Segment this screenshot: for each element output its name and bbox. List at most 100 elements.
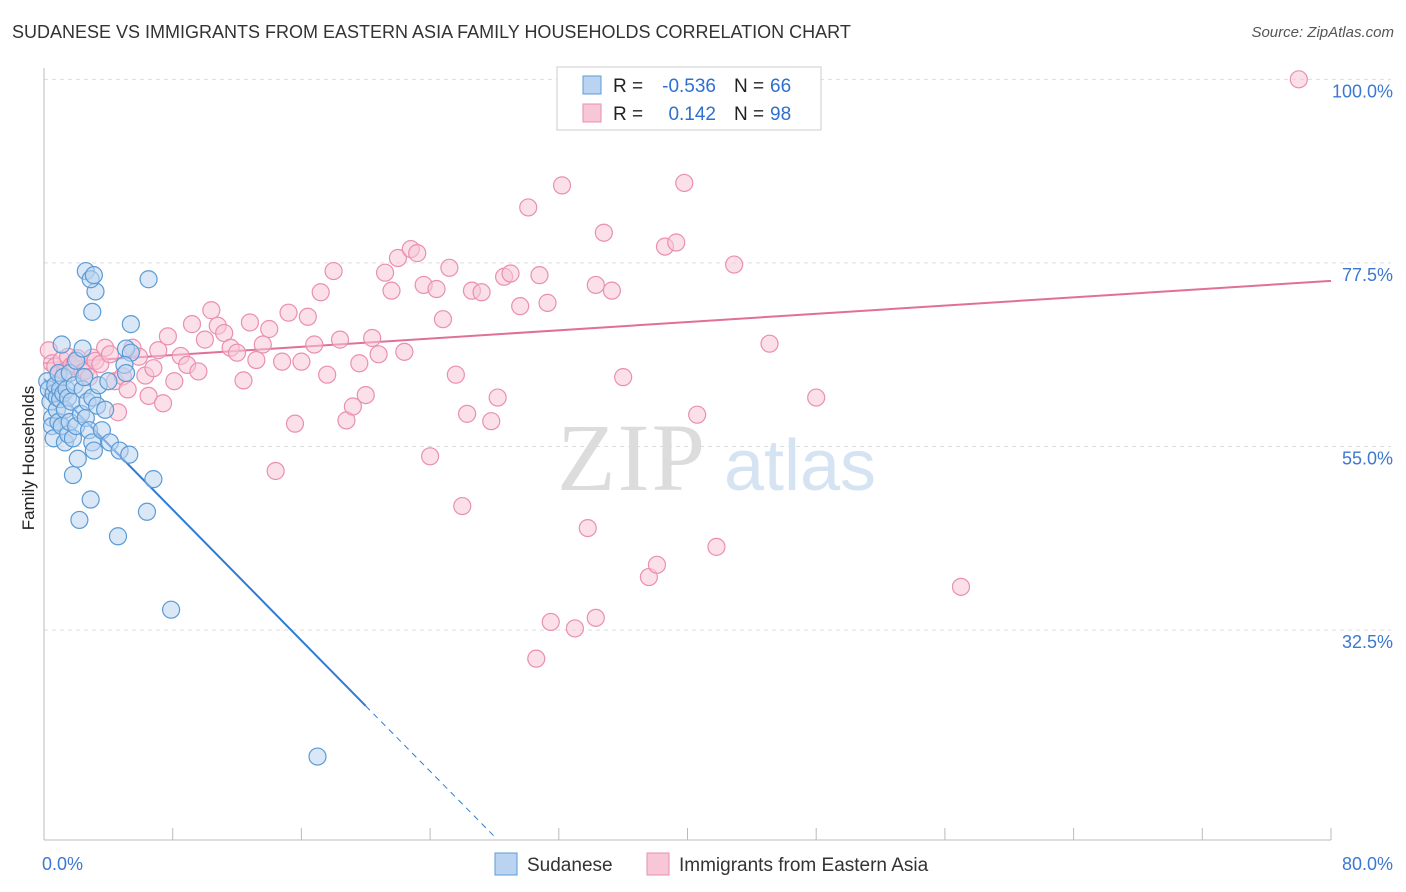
y-tick-label: 77.5% (1342, 265, 1393, 285)
point-immigrants (586, 608, 605, 627)
point-sudanese (108, 527, 128, 546)
stats-swatch-blue (582, 75, 602, 95)
point-immigrants (100, 345, 120, 364)
watermark-zip: ZIP (557, 404, 707, 511)
point-immigrants (330, 330, 350, 349)
point-immigrants (440, 258, 459, 277)
point-immigrants (527, 649, 546, 668)
point-immigrants (165, 372, 184, 391)
axes (43, 68, 1332, 841)
point-sudanese (161, 600, 181, 619)
point-immigrants (488, 388, 507, 407)
y-tick-label: 32.5% (1342, 632, 1393, 652)
point-sudanese (63, 465, 83, 485)
point-immigrants (421, 447, 440, 466)
point-immigrants (482, 412, 501, 431)
point-immigrants (182, 315, 202, 334)
point-immigrants (951, 577, 971, 596)
tick-labels: 100.0% 77.5% 55.0% 32.5% 0.0% 80.0% (42, 81, 1393, 874)
point-sudanese (96, 400, 115, 419)
watermark: ZIP atlas (557, 404, 876, 511)
point-immigrants (667, 233, 686, 252)
y-axis-title: Family Households (19, 386, 38, 531)
point-immigrants (247, 350, 266, 370)
point-immigrants (519, 198, 538, 217)
point-sudanese (68, 449, 87, 468)
point-immigrants (594, 223, 613, 242)
point-immigrants (472, 283, 491, 302)
point-sudanese (116, 363, 136, 383)
point-immigrants (1289, 70, 1308, 89)
point-sudanese (121, 315, 140, 334)
legend-label-immigrants: Immigrants from Eastern Asia (679, 855, 929, 876)
point-immigrants (688, 405, 707, 424)
point-immigrants (707, 537, 726, 556)
point-sudanese (137, 502, 157, 521)
point-immigrants (285, 414, 305, 433)
point-immigrants (311, 283, 330, 302)
point-immigrants (298, 307, 317, 326)
watermark-atlas: atlas (724, 426, 876, 506)
stats-r-value-pink: 0.142 (668, 104, 716, 125)
point-immigrants (240, 313, 260, 332)
point-immigrants (807, 388, 826, 407)
point-immigrants (144, 359, 163, 378)
point-immigrants (578, 518, 597, 538)
stats-box: R = -0.536 N = 66 R = 0.142 N = 98 (556, 66, 822, 131)
point-immigrants (369, 345, 388, 364)
point-immigrants (118, 380, 137, 399)
point-immigrants (408, 244, 427, 263)
point-immigrants (458, 404, 477, 423)
chart-title: SUDANESE VS IMMIGRANTS FROM EASTERN ASIA… (12, 22, 851, 42)
point-immigrants (602, 281, 621, 300)
point-immigrants (433, 310, 453, 329)
point-sudanese (120, 445, 139, 464)
point-immigrants (158, 327, 177, 346)
legend-label-sudanese: Sudanese (527, 855, 613, 876)
stats-r-label-blue: R = (613, 76, 643, 97)
point-sudanese (52, 335, 71, 354)
point-sudanese (139, 270, 158, 289)
point-sudanese (84, 441, 103, 460)
chart-source: Source: ZipAtlas.com (1251, 24, 1394, 41)
bottom-legend: Sudanese Immigrants from Eastern Asia (494, 852, 929, 876)
point-immigrants (350, 354, 369, 373)
point-immigrants (324, 261, 343, 281)
legend-swatch-immigrants (646, 852, 670, 876)
point-immigrants (453, 496, 472, 516)
point-immigrants (382, 281, 401, 300)
point-immigrants (279, 303, 298, 322)
point-sudanese (308, 747, 327, 766)
point-immigrants (552, 176, 572, 195)
point-immigrants (614, 368, 633, 387)
stats-n-label-pink: N = (734, 104, 764, 125)
y-tick-label: 55.0% (1342, 449, 1393, 469)
point-immigrants (305, 335, 324, 354)
series-sudanese (38, 261, 327, 766)
point-immigrants (565, 619, 584, 638)
point-immigrants (427, 279, 446, 299)
point-immigrants (760, 334, 779, 353)
point-immigrants (153, 394, 173, 413)
point-immigrants (538, 293, 557, 312)
point-immigrants (195, 330, 214, 349)
stats-r-value-blue: -0.536 (662, 76, 716, 97)
trend-lines (43, 279, 1332, 837)
x-tick-label: 0.0% (42, 854, 83, 874)
point-immigrants (343, 397, 362, 416)
point-immigrants (388, 248, 408, 268)
point-immigrants (541, 612, 560, 632)
point-sudanese (84, 266, 103, 285)
point-immigrants (272, 352, 292, 371)
stats-r-label-pink: R = (613, 104, 643, 125)
point-sudanese (81, 490, 100, 509)
point-immigrants (318, 365, 337, 384)
point-immigrants (725, 255, 744, 274)
point-sudanese (70, 510, 89, 530)
trend-line-sudanese-extension (365, 705, 495, 837)
stats-n-value-blue: 66 (770, 76, 791, 97)
point-sudanese (75, 368, 94, 387)
point-immigrants (260, 319, 279, 339)
stats-n-label-blue: N = (734, 76, 764, 97)
